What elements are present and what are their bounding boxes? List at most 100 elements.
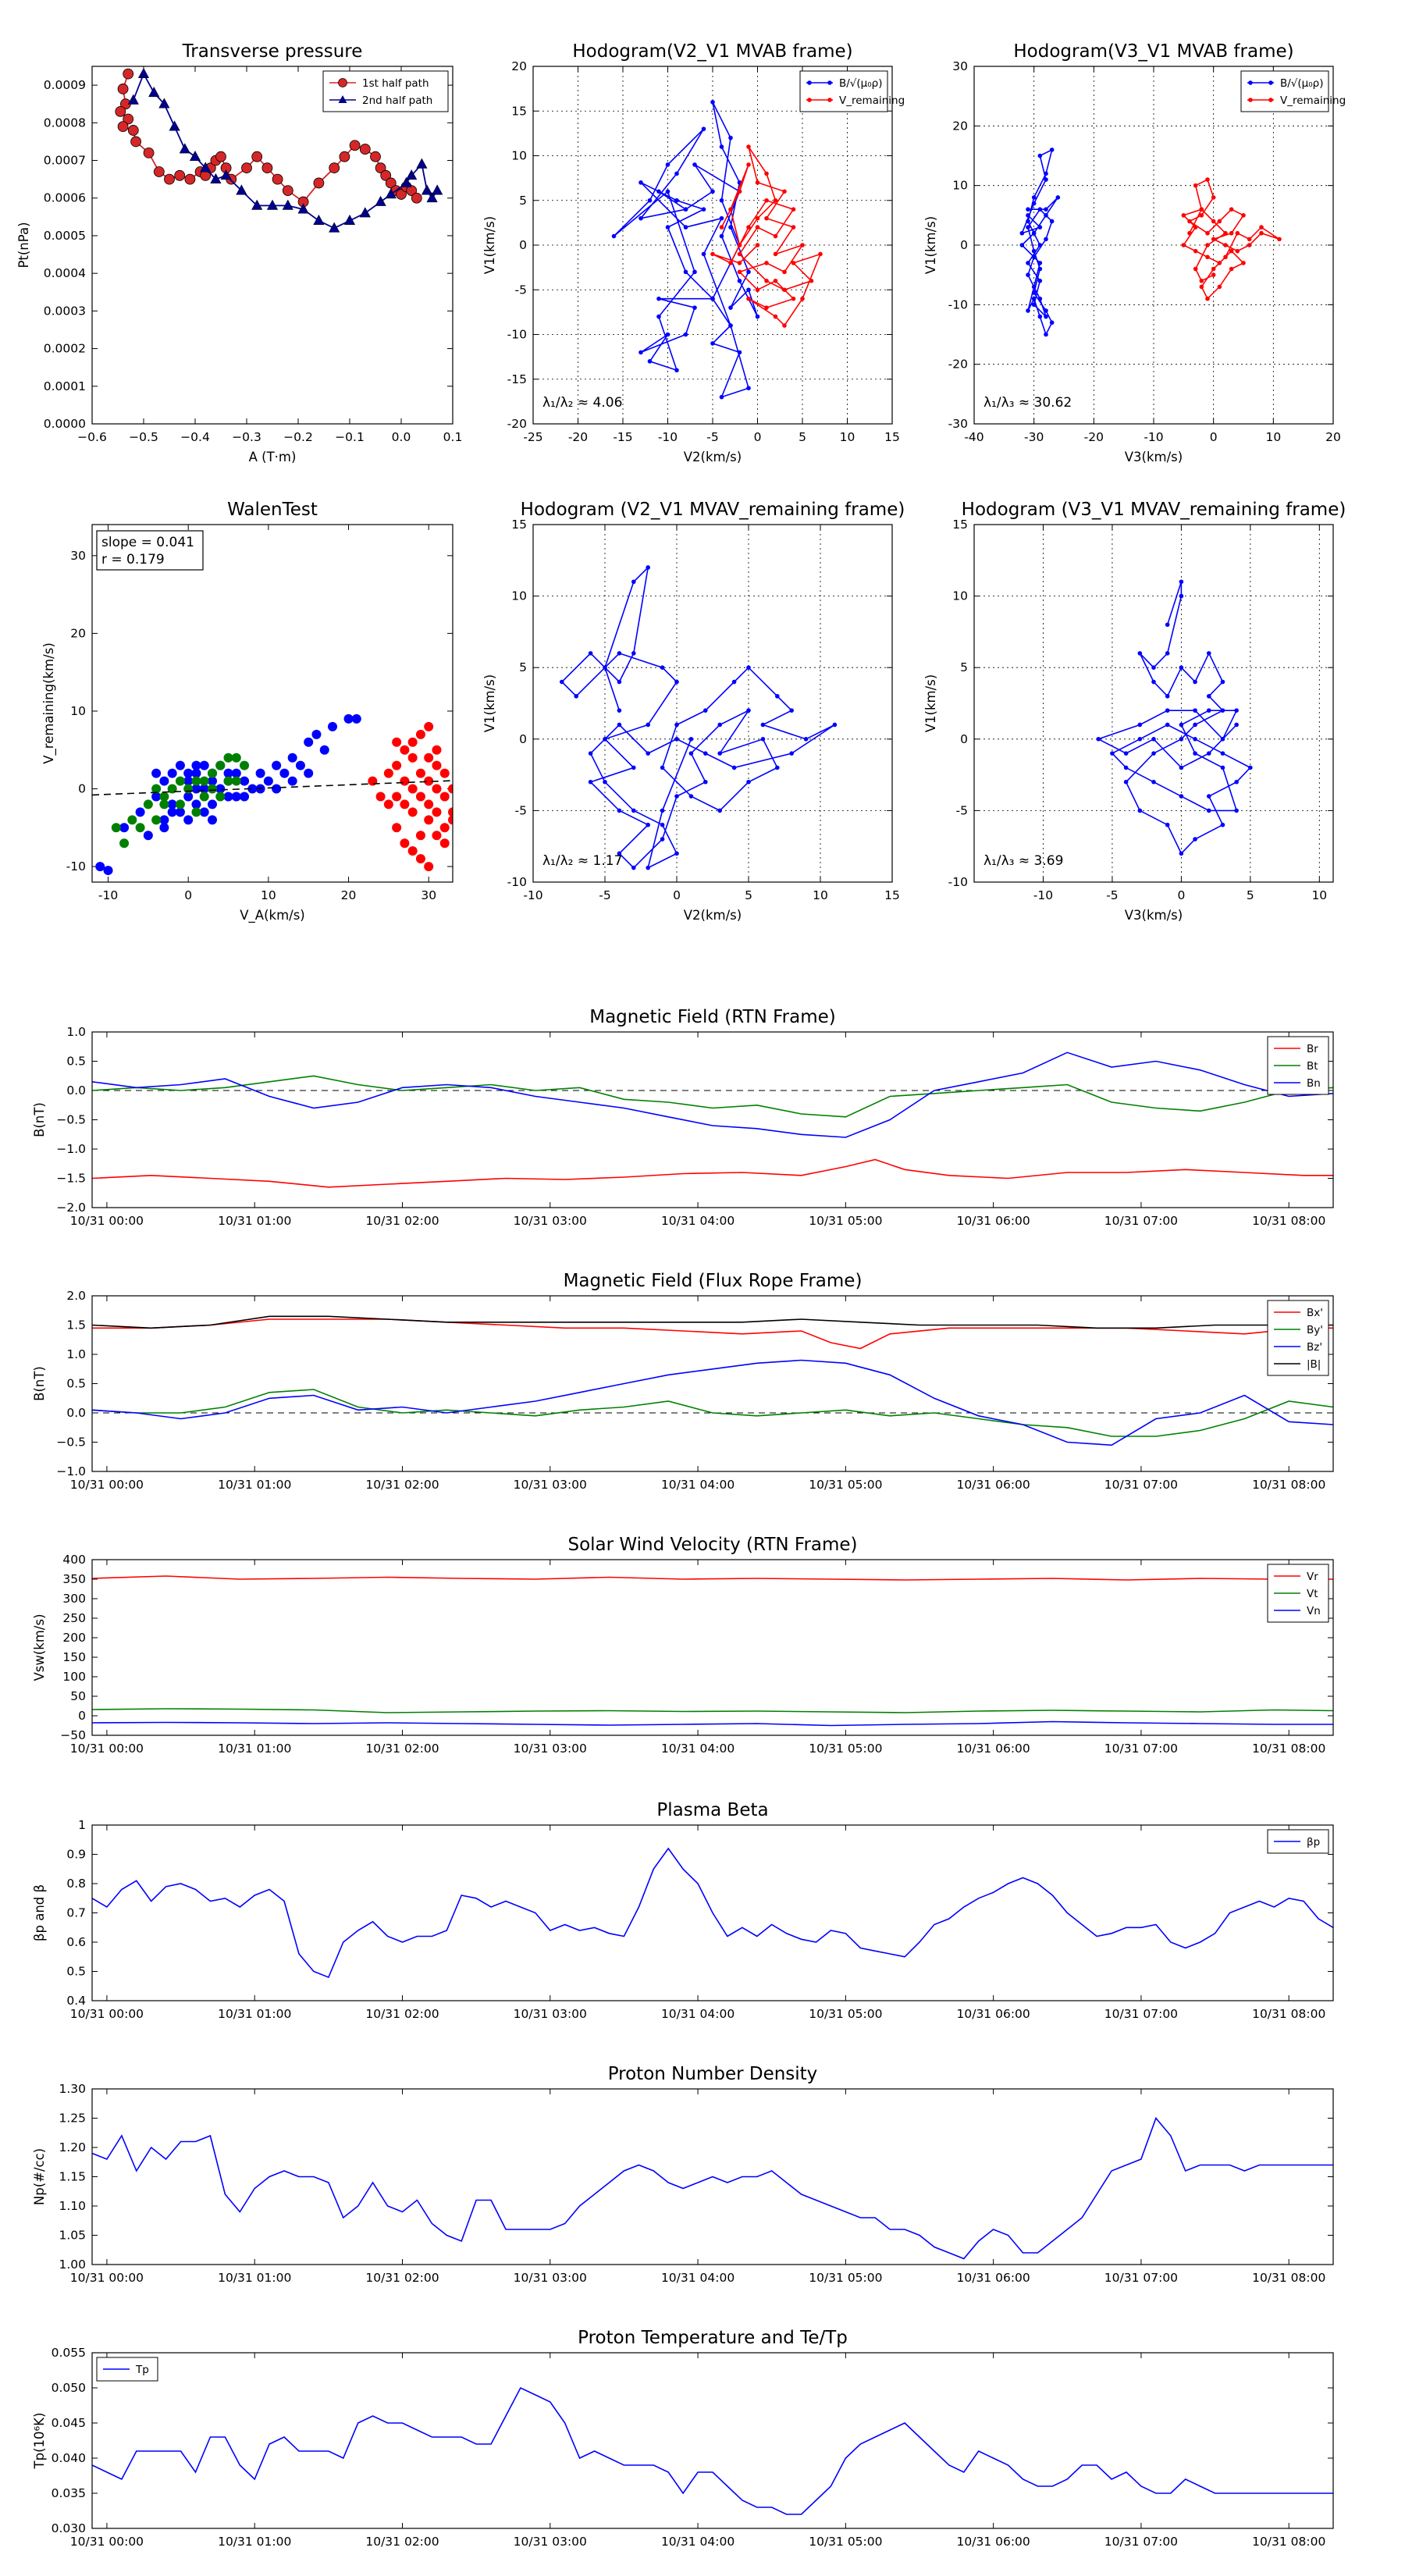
data-point xyxy=(755,243,760,247)
legend-label: |B| xyxy=(1307,1358,1321,1371)
data-point xyxy=(240,792,250,802)
data-point xyxy=(127,94,139,105)
y-tick-label: -5 xyxy=(515,283,527,297)
data-point xyxy=(773,233,778,239)
y-tick-label: 0.5 xyxy=(66,1377,86,1391)
data-point xyxy=(665,162,670,167)
data-point xyxy=(1037,314,1043,319)
data-point xyxy=(692,305,697,310)
data-point xyxy=(755,215,760,221)
x-tick-label: -5 xyxy=(1106,888,1118,902)
x-tick-label: −0.6 xyxy=(77,430,107,444)
data-point xyxy=(1247,237,1252,242)
data-point xyxy=(789,708,794,713)
data-point xyxy=(339,151,350,162)
axes-frame xyxy=(91,1559,1334,1736)
y-tick-label: 100 xyxy=(62,1670,86,1684)
data-point xyxy=(746,665,751,670)
data-point xyxy=(400,838,410,849)
data-point xyxy=(692,269,697,275)
data-point xyxy=(375,162,386,174)
data-point xyxy=(174,169,186,181)
data-point xyxy=(683,332,688,337)
data-point xyxy=(688,751,694,756)
data-point xyxy=(638,350,643,355)
data-point xyxy=(588,779,593,785)
chart-title: Magnetic Field (Flux Rope Frame) xyxy=(564,1271,863,1291)
data-point xyxy=(1031,254,1037,260)
data-point xyxy=(383,768,393,778)
data-point xyxy=(351,713,361,724)
data-point xyxy=(617,708,622,713)
y-tick-label: 15 xyxy=(511,518,527,532)
data-point xyxy=(1220,737,1225,742)
data-point xyxy=(103,866,113,876)
data-point xyxy=(764,279,769,283)
data-point xyxy=(359,144,371,155)
x-tick-label: 10/31 08:00 xyxy=(1252,1742,1325,1756)
data-point xyxy=(151,784,162,794)
y-tick-label: 0.0000 xyxy=(44,417,86,431)
data-point xyxy=(746,269,751,275)
chart-beta: 10/31 00:00 10/31 01:00 10/31 02:00 10/31 0… xyxy=(32,1800,1334,2021)
data-point xyxy=(111,823,121,833)
data-point xyxy=(1248,765,1253,770)
x-tick-label: 0.0 xyxy=(392,430,411,444)
data-point xyxy=(392,760,402,770)
data-point xyxy=(710,100,715,105)
legend-box xyxy=(1267,1300,1329,1376)
chart-title: Solar Wind Velocity (RTN Frame) xyxy=(567,1535,857,1555)
series-red xyxy=(368,721,453,872)
data-point xyxy=(1179,593,1184,599)
legend-box xyxy=(1267,1829,1329,1854)
legend-label: V_remaining xyxy=(839,94,905,107)
data-point xyxy=(191,768,201,778)
plot-area xyxy=(560,565,838,870)
data-point xyxy=(183,784,194,794)
data-point xyxy=(719,394,724,400)
data-point xyxy=(617,679,622,685)
y-tick-label: 0.0003 xyxy=(44,304,86,318)
data-point xyxy=(1037,296,1043,301)
legend-label: 2nd half path xyxy=(362,94,432,107)
y-tick-label: 20 xyxy=(511,59,527,73)
x-tick-label: 0 xyxy=(673,888,681,902)
data-point xyxy=(1234,722,1239,728)
data-point xyxy=(1241,261,1246,265)
series-line xyxy=(613,101,759,398)
data-point xyxy=(775,765,780,770)
data-point xyxy=(1179,722,1184,728)
data-point xyxy=(183,768,194,778)
y-tick-label: −0.5 xyxy=(56,1113,86,1127)
legend-marker xyxy=(807,98,812,102)
data-point xyxy=(728,135,733,141)
data-point xyxy=(1049,148,1055,152)
chart-title: Plasma Beta xyxy=(656,1800,768,1820)
eigenvalue-ratio: λ₁/λ₂ ≈ 1.17 xyxy=(542,853,622,869)
data-point xyxy=(1179,665,1184,670)
data-point xyxy=(184,173,196,185)
y-tick-label: -20 xyxy=(507,417,527,431)
x-tick-label: 10/31 06:00 xyxy=(957,1742,1030,1756)
data-point xyxy=(1187,219,1192,224)
legend-label: V_remaining xyxy=(1280,94,1346,107)
data-point xyxy=(183,792,194,802)
y-tick-label: −0.5 xyxy=(56,1436,86,1450)
axes-frame xyxy=(973,66,1334,425)
data-point xyxy=(1277,237,1282,242)
data-point xyxy=(311,729,322,739)
data-point xyxy=(400,799,410,809)
data-point xyxy=(701,126,706,131)
y-axis-label: V1(km/s) xyxy=(482,216,497,274)
y-tick-label: -30 xyxy=(948,417,968,431)
x-tick-label: 10/31 01:00 xyxy=(218,1214,291,1228)
data-point xyxy=(223,792,233,802)
data-point xyxy=(728,207,733,212)
x-tick-label: 10 xyxy=(1265,430,1281,444)
data-point xyxy=(674,737,679,742)
y-tick-label: 0.0004 xyxy=(44,266,86,280)
data-point xyxy=(208,784,217,794)
data-point xyxy=(151,792,162,802)
data-point xyxy=(448,807,453,817)
data-point xyxy=(688,794,694,799)
